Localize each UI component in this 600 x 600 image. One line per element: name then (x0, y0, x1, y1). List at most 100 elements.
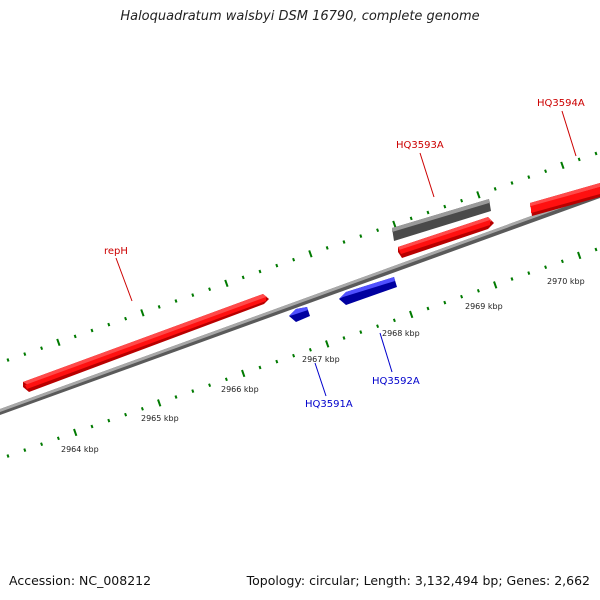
minor-tick (376, 324, 380, 329)
minor-tick (258, 365, 262, 370)
accession-text: Accession: NC_008212 (9, 573, 152, 588)
minor-tick (544, 169, 548, 174)
major-tick (392, 220, 397, 229)
kbp-label: 2967 kbp (302, 355, 340, 364)
minor-tick (476, 288, 480, 293)
minor-tick (90, 328, 94, 333)
gene-label: HQ3593A (396, 140, 444, 151)
minor-tick (90, 424, 94, 429)
minor-tick (493, 187, 497, 191)
kbp-label: 2969 kbp (465, 302, 503, 311)
page-title: Haloquadratum walsbyi DSM 16790, complet… (120, 9, 480, 24)
major-tick (73, 428, 78, 437)
minor-tick (527, 175, 531, 179)
minor-tick (527, 271, 531, 275)
gene-label: HQ3591A (305, 399, 353, 410)
major-tick (476, 191, 481, 199)
minor-tick (140, 406, 144, 411)
gene-label-connector (419, 152, 435, 198)
minor-tick (6, 454, 10, 458)
gene-label: HQ3594A (537, 98, 585, 109)
minor-tick (6, 358, 10, 362)
minor-tick (359, 330, 363, 334)
major-tick (493, 281, 498, 289)
minor-tick (308, 347, 312, 352)
minor-tick (157, 305, 161, 309)
gene-HQ3593A[interactable]: HQ3593A (396, 140, 494, 258)
major-tick (409, 310, 414, 319)
kbp-label: 2968 kbp (382, 329, 420, 338)
minor-tick (56, 436, 60, 441)
major-tick (577, 251, 582, 260)
gene-arrow-body (399, 220, 490, 254)
minor-tick (23, 352, 27, 356)
major-tick (140, 309, 145, 317)
minor-tick (560, 259, 564, 264)
gene-arrow-face (23, 294, 267, 385)
minor-tick (107, 418, 111, 423)
minor-tick (342, 336, 346, 340)
minor-tick (342, 240, 346, 244)
gene-HQ3591A[interactable]: HQ3591A (289, 307, 353, 410)
minor-tick (460, 294, 464, 299)
minor-tick (73, 334, 77, 339)
minor-tick (359, 234, 363, 238)
kbp-label: 2970 kbp (547, 277, 585, 286)
gene-arrow-body (531, 187, 600, 213)
minor-tick (23, 448, 27, 452)
minor-tick (275, 263, 279, 268)
minor-tick (191, 389, 195, 393)
gene-arrow-face (398, 217, 492, 251)
kbp-label: 2964 kbp (61, 445, 99, 454)
upper-tick-track (6, 151, 598, 362)
minor-tick (275, 359, 279, 364)
minor-tick (544, 265, 548, 270)
gene-arrow-face (530, 183, 600, 207)
gene-label-connector (561, 110, 577, 157)
gene-arrow-face (289, 307, 308, 316)
major-tick (560, 161, 565, 170)
minor-tick (577, 157, 581, 162)
minor-tick (107, 322, 111, 327)
gene-label: repH (104, 246, 128, 257)
major-tick (325, 340, 330, 348)
minor-tick (594, 247, 598, 252)
minor-tick (376, 228, 380, 233)
minor-tick (426, 210, 430, 215)
gene-label: HQ3592A (372, 376, 420, 387)
gene-HQ3592A[interactable]: HQ3592A (339, 277, 420, 387)
gene-repH[interactable]: repH (23, 246, 269, 392)
minor-tick (258, 269, 262, 274)
minor-tick (40, 442, 44, 447)
minor-tick (443, 300, 447, 305)
minor-tick (124, 412, 128, 417)
gene-arrow-body (25, 297, 266, 389)
kbp-label: 2965 kbp (141, 414, 179, 423)
lower-tick-track (6, 247, 598, 458)
genome-backbone-highlight (0, 191, 600, 412)
major-tick (157, 399, 162, 407)
minor-tick (325, 246, 329, 250)
minor-tick (443, 204, 447, 209)
minor-tick (174, 299, 178, 303)
gene-label-connector (314, 362, 327, 397)
minor-tick (594, 151, 598, 156)
gene-label-connector (115, 257, 133, 302)
gene-arrow-face (339, 277, 395, 299)
minor-tick (174, 395, 178, 399)
minor-tick (292, 257, 296, 262)
minor-tick (124, 316, 128, 321)
feature-face (392, 199, 489, 232)
gene-label-connector (379, 332, 393, 373)
major-tick (56, 338, 61, 347)
major-tick (241, 369, 246, 378)
minor-tick (460, 198, 464, 203)
gene-HQ3594A[interactable]: HQ3594A (530, 98, 600, 216)
feature-grey-block[interactable] (392, 199, 491, 241)
minor-tick (241, 275, 245, 280)
minor-tick (409, 216, 413, 221)
minor-tick (191, 293, 195, 297)
scale-labels: 2964 kbp 2965 kbp 2966 kbp 2967 kbp 2968… (61, 277, 585, 454)
minor-tick (510, 181, 514, 185)
